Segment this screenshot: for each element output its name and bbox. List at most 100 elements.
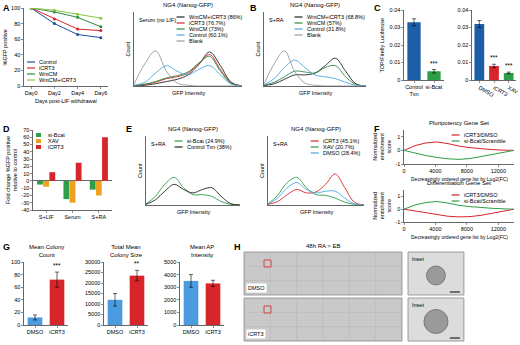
svg-text:iCRT3: iCRT3 xyxy=(48,144,64,150)
svg-text:iCRT3: iCRT3 xyxy=(492,85,508,98)
svg-text:Fold change %GFP positiverelat: Fold change %GFP positiverelative to con… xyxy=(5,136,18,204)
svg-text:S+RA: S+RA xyxy=(269,17,284,23)
svg-text:NG4 (Nanog-GFP): NG4 (Nanog-GFP) xyxy=(168,126,218,132)
svg-text:0.04: 0.04 xyxy=(390,7,401,13)
svg-text:Blank: Blank xyxy=(307,32,321,38)
svg-text:Control (60.1%): Control (60.1%) xyxy=(189,32,228,38)
svg-text:Count: Count xyxy=(259,163,265,178)
svg-text:30: 30 xyxy=(23,156,29,162)
svg-text:**: ** xyxy=(134,260,140,267)
svg-text:100: 100 xyxy=(11,5,20,11)
svg-text:WntCM: WntCM xyxy=(39,71,58,77)
svg-text:20: 20 xyxy=(14,67,20,73)
svg-text:0: 0 xyxy=(397,147,400,153)
svg-text:XAV: XAV xyxy=(48,138,59,144)
svg-text:iCRT3/DMSO: iCRT3/DMSO xyxy=(464,132,498,138)
svg-text:si-Bcat: si-Bcat xyxy=(426,84,443,90)
svg-text:-40: -40 xyxy=(21,207,29,213)
svg-text:20000: 20000 xyxy=(85,280,100,286)
svg-text:3000: 3000 xyxy=(164,284,176,290)
svg-text:1: 1 xyxy=(397,193,400,199)
svg-text:WntCM (57%): WntCM (57%) xyxy=(307,20,342,26)
svg-text:30000: 30000 xyxy=(85,259,100,265)
svg-text:Differentiation Gene Set: Differentiation Gene Set xyxy=(427,180,491,186)
svg-text:5000: 5000 xyxy=(88,311,100,317)
svg-text:E: E xyxy=(126,124,132,134)
svg-text:G: G xyxy=(3,242,10,252)
svg-text:8000: 8000 xyxy=(461,168,473,174)
svg-text:Mean APIntensity: Mean APIntensity xyxy=(190,244,214,258)
svg-text:Day0: Day0 xyxy=(25,90,38,96)
svg-text:si-Bcat/Scramble: si-Bcat/Scramble xyxy=(464,198,506,204)
svg-text:12000: 12000 xyxy=(491,226,506,232)
svg-text:WntCM+iCRT3 (68.8%): WntCM+iCRT3 (68.8%) xyxy=(307,14,365,20)
svg-text:80: 80 xyxy=(14,21,20,27)
svg-text:XAV (20.7%): XAV (20.7%) xyxy=(323,144,355,150)
svg-text:Inset: Inset xyxy=(412,302,424,308)
svg-text:DMSO: DMSO xyxy=(27,329,44,335)
svg-text:0.01: 0.01 xyxy=(458,59,469,65)
svg-text:%GFP positive: %GFP positive xyxy=(2,29,8,65)
svg-text:10: 10 xyxy=(23,171,29,177)
svg-text:0: 0 xyxy=(397,77,400,83)
svg-text:0: 0 xyxy=(173,322,176,328)
svg-text:4000: 4000 xyxy=(164,272,176,278)
svg-text:0: 0 xyxy=(26,178,29,184)
svg-text:1000: 1000 xyxy=(164,309,176,315)
svg-text:Decreasingly ordered gene list: Decreasingly ordered gene list by Log2(F… xyxy=(411,176,508,182)
svg-text:0: 0 xyxy=(17,322,20,328)
svg-text:20: 20 xyxy=(23,163,29,169)
svg-text:40: 40 xyxy=(14,297,20,303)
svg-text:0.03: 0.03 xyxy=(458,24,469,30)
svg-text:20: 20 xyxy=(14,309,20,315)
svg-text:DMSO: DMSO xyxy=(248,285,265,291)
svg-text:GFP Intensity: GFP Intensity xyxy=(300,209,333,215)
svg-text:0.02: 0.02 xyxy=(390,42,401,48)
svg-text:S+LIF: S+LIF xyxy=(39,214,54,220)
svg-text:NG4 (Nanog-GFP): NG4 (Nanog-GFP) xyxy=(290,2,340,8)
svg-text:Day2: Day2 xyxy=(48,90,61,96)
svg-text:4000: 4000 xyxy=(429,168,441,174)
svg-text:***: *** xyxy=(430,60,438,67)
svg-text:-1: -1 xyxy=(395,161,400,167)
svg-text:48h RA > EB: 48h RA > EB xyxy=(306,243,341,249)
svg-text:Inset: Inset xyxy=(412,256,424,262)
svg-text:Count: Count xyxy=(137,163,143,178)
svg-text:NG4 (Nanog-GFP): NG4 (Nanog-GFP) xyxy=(163,2,213,8)
svg-text:5000: 5000 xyxy=(164,259,176,265)
svg-text:WntCM+iCRT3 (86%): WntCM+iCRT3 (86%) xyxy=(189,14,242,20)
svg-text:60: 60 xyxy=(14,36,20,42)
svg-text:DMSO: DMSO xyxy=(183,329,200,335)
svg-text:0.04: 0.04 xyxy=(458,7,469,13)
svg-text:0.01: 0.01 xyxy=(390,59,401,65)
svg-text:Mean ColonyCount: Mean ColonyCount xyxy=(29,244,64,258)
svg-text:WntCM+iCRT3: WntCM+iCRT3 xyxy=(39,77,76,83)
svg-text:Count: Count xyxy=(125,41,131,56)
svg-text:50: 50 xyxy=(23,141,29,147)
svg-text:iCRT3: iCRT3 xyxy=(39,65,55,71)
svg-text:Control (31.8%): Control (31.8%) xyxy=(307,26,346,32)
svg-text:ControlTxn: ControlTxn xyxy=(405,84,423,97)
svg-text:S+RA: S+RA xyxy=(151,141,166,147)
svg-text:10000: 10000 xyxy=(85,301,100,307)
svg-text:***: *** xyxy=(490,54,498,61)
svg-text:Normalizedenrichmentscore: Normalizedenrichmentscore xyxy=(372,192,392,220)
svg-text:60: 60 xyxy=(23,134,29,140)
svg-text:Normalizedenrichmentscore: Normalizedenrichmentscore xyxy=(372,133,392,161)
svg-text:-10: -10 xyxy=(21,185,29,191)
svg-text:2000: 2000 xyxy=(164,297,176,303)
svg-text:DMSO: DMSO xyxy=(107,329,124,335)
svg-text:***: *** xyxy=(505,62,513,69)
svg-text:iCRT3: iCRT3 xyxy=(129,329,145,335)
svg-text:Blank: Blank xyxy=(189,38,203,44)
svg-text:DMSO: DMSO xyxy=(477,85,495,99)
svg-text:-1: -1 xyxy=(395,219,400,225)
svg-text:0: 0 xyxy=(17,83,20,89)
svg-text:si-Bcat: si-Bcat xyxy=(48,132,65,138)
svg-text:XAV: XAV xyxy=(507,85,519,96)
svg-text:A: A xyxy=(3,3,10,13)
svg-text:0: 0 xyxy=(465,77,468,83)
svg-text:Count: Count xyxy=(255,41,261,56)
svg-text:TOP/Firefly Luciferase: TOP/Firefly Luciferase xyxy=(379,18,385,73)
svg-text:S+RA: S+RA xyxy=(92,214,107,220)
